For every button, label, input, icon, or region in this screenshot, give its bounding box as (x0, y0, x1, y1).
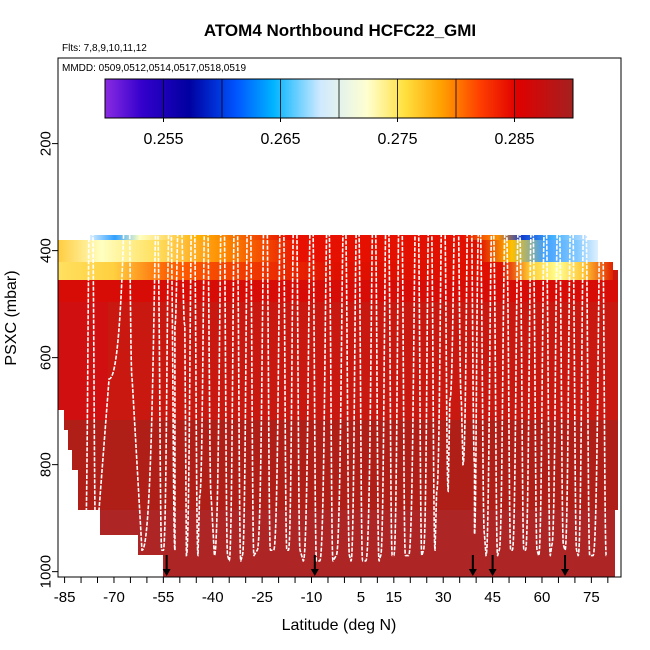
marker-arrow-4 (561, 569, 570, 576)
heatmap-deep-fill (58, 420, 618, 510)
colorbar: MMDD: 0509,0512,0514,0517,0518,0519 0.25… (60, 60, 615, 235)
x-tick-label-5: -10 (301, 589, 323, 606)
colorbar-ticks: 0.255 0.265 0.275 0.285 (143, 118, 535, 148)
y-axis: 200 400 600 800 1000 (38, 131, 58, 588)
flights-label: Flts: 7,8,9,10,11,12 (62, 43, 147, 54)
marker-arrow-0 (162, 569, 171, 576)
x-axis: -85 -70 -55 -40 -25 -10 5 15 30 45 60 75 (54, 577, 609, 606)
colorbar-divisions (163, 79, 515, 118)
x-tick-label-11: 75 (583, 589, 600, 606)
y-tick-label-2: 600 (38, 345, 55, 370)
chart-title: ATOM4 Northbound HCFC22_GMI (204, 21, 476, 40)
x-axis-label: Latitude (deg N) (282, 617, 397, 634)
plot-frame (57, 57, 622, 578)
x-tick-label-3: -40 (202, 589, 224, 606)
dates-label: MMDD: 0509,0512,0514,0517,0518,0519 (62, 63, 246, 74)
marker-arrow-1 (310, 569, 319, 576)
y-tick-label-0: 200 (38, 131, 55, 156)
heatmap-band-3 (58, 262, 613, 280)
x-tick-label-2: -55 (153, 589, 175, 606)
x-tick-label-4: -25 (251, 589, 273, 606)
x-tick-label-6: 5 (357, 589, 365, 606)
y-axis-label: PSXC (mbar) (3, 270, 20, 365)
marker-arrow-2 (468, 569, 477, 576)
heatmap-band-4 (58, 280, 618, 302)
event-markers (162, 555, 570, 576)
y-tick-label-1: 400 (38, 238, 55, 263)
x-tick-label-9: 45 (484, 589, 501, 606)
x-tick-label-1: -70 (103, 589, 125, 606)
x-tick-label-10: 60 (534, 589, 551, 606)
x-tick-label-0: -85 (54, 589, 76, 606)
colorbar-tick-label-2: 0.275 (377, 131, 417, 148)
x-tick-label-7: 15 (385, 589, 402, 606)
colorbar-tick-label-0: 0.255 (143, 131, 183, 148)
y-tick-label-3: 800 (38, 452, 55, 477)
heatmap-left-lower (58, 300, 108, 420)
heatmap-left-gap-6 (58, 555, 163, 577)
y-tick-label-4: 1000 (38, 555, 55, 588)
colorbar-tick-label-1: 0.265 (260, 131, 300, 148)
marker-arrow-3 (488, 569, 497, 576)
colorbar-tick-label-3: 0.285 (494, 131, 534, 148)
heatmap-band-2 (58, 240, 598, 262)
x-tick-label-8: 30 (435, 589, 452, 606)
